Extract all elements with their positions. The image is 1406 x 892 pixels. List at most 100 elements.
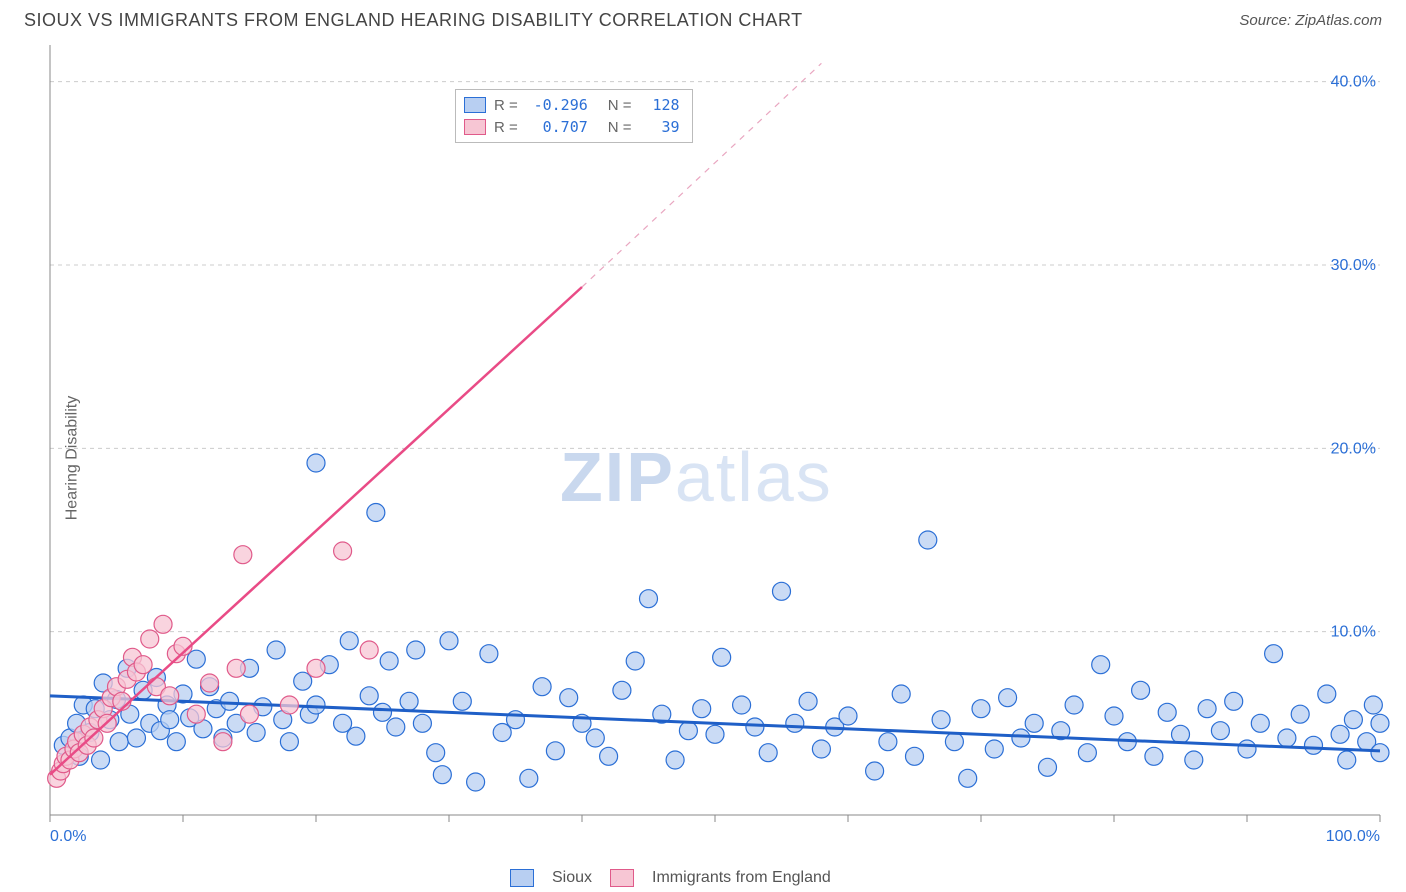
scatter-point bbox=[560, 689, 578, 707]
legend-r-value: 0.707 bbox=[526, 118, 588, 136]
scatter-point bbox=[1185, 751, 1203, 769]
y-axis-label: Hearing Disability bbox=[63, 396, 81, 521]
scatter-point bbox=[227, 659, 245, 677]
scatter-point bbox=[706, 725, 724, 743]
scatter-point bbox=[161, 687, 179, 705]
scatter-point bbox=[1092, 656, 1110, 674]
scatter-plot-svg: 10.0%20.0%30.0%40.0%0.0%100.0% bbox=[0, 37, 1406, 879]
scatter-point bbox=[773, 582, 791, 600]
scatter-point bbox=[1225, 692, 1243, 710]
scatter-point bbox=[387, 718, 405, 736]
scatter-point bbox=[367, 504, 385, 522]
scatter-point bbox=[1371, 714, 1389, 732]
scatter-point bbox=[267, 641, 285, 659]
scatter-point bbox=[201, 674, 219, 692]
svg-text:20.0%: 20.0% bbox=[1331, 440, 1376, 457]
scatter-point bbox=[945, 733, 963, 751]
scatter-point bbox=[1318, 685, 1336, 703]
scatter-point bbox=[1251, 714, 1269, 732]
legend-swatch bbox=[510, 869, 534, 887]
scatter-point bbox=[1025, 714, 1043, 732]
legend-swatch bbox=[464, 97, 486, 113]
scatter-point bbox=[1132, 681, 1150, 699]
scatter-point bbox=[360, 641, 378, 659]
scatter-point bbox=[666, 751, 684, 769]
scatter-point bbox=[307, 454, 325, 472]
scatter-point bbox=[626, 652, 644, 670]
legend-r-label: R = bbox=[494, 97, 518, 114]
scatter-point bbox=[693, 700, 711, 718]
scatter-point bbox=[713, 648, 731, 666]
scatter-point bbox=[1371, 744, 1389, 762]
scatter-point bbox=[280, 696, 298, 714]
scatter-point bbox=[110, 733, 128, 751]
source-link[interactable]: ZipAtlas.com bbox=[1295, 12, 1382, 29]
scatter-point bbox=[307, 659, 325, 677]
scatter-point bbox=[1105, 707, 1123, 725]
scatter-point bbox=[161, 711, 179, 729]
scatter-point bbox=[453, 692, 471, 710]
scatter-point bbox=[759, 744, 777, 762]
scatter-point bbox=[280, 733, 298, 751]
scatter-point bbox=[92, 751, 110, 769]
scatter-point bbox=[407, 641, 425, 659]
scatter-point bbox=[892, 685, 910, 703]
scatter-point bbox=[985, 740, 1003, 758]
svg-text:30.0%: 30.0% bbox=[1331, 257, 1376, 274]
scatter-point bbox=[613, 681, 631, 699]
scatter-point bbox=[187, 705, 205, 723]
scatter-point bbox=[1145, 747, 1163, 765]
legend-n-label: N = bbox=[608, 119, 632, 136]
scatter-point bbox=[879, 733, 897, 751]
scatter-point bbox=[380, 652, 398, 670]
chart-title: SIOUX VS IMMIGRANTS FROM ENGLAND HEARING… bbox=[24, 10, 803, 31]
scatter-point bbox=[127, 729, 145, 747]
svg-text:100.0%: 100.0% bbox=[1326, 828, 1380, 845]
scatter-point bbox=[427, 744, 445, 762]
scatter-point bbox=[347, 727, 365, 745]
scatter-point bbox=[1338, 751, 1356, 769]
scatter-point bbox=[1238, 740, 1256, 758]
scatter-point bbox=[932, 711, 950, 729]
series-legend: SiouxImmigrants from England bbox=[510, 869, 831, 887]
legend-r-label: R = bbox=[494, 119, 518, 136]
scatter-point bbox=[1211, 722, 1229, 740]
scatter-point bbox=[999, 689, 1017, 707]
legend-swatch bbox=[464, 119, 486, 135]
legend-n-value: 128 bbox=[640, 96, 680, 114]
scatter-point bbox=[733, 696, 751, 714]
source-prefix: Source: bbox=[1239, 12, 1295, 29]
scatter-point bbox=[959, 769, 977, 787]
scatter-point bbox=[1265, 645, 1283, 663]
legend-r-value: -0.296 bbox=[526, 96, 588, 114]
scatter-point bbox=[247, 724, 265, 742]
legend-swatch bbox=[610, 869, 634, 887]
legend-series-label: Sioux bbox=[552, 869, 592, 887]
scatter-point bbox=[1291, 705, 1309, 723]
scatter-point bbox=[1078, 744, 1096, 762]
scatter-point bbox=[440, 632, 458, 650]
scatter-point bbox=[214, 733, 232, 751]
correlation-legend-row: R =0.707N =39 bbox=[464, 116, 680, 138]
scatter-point bbox=[812, 740, 830, 758]
scatter-point bbox=[906, 747, 924, 765]
scatter-point bbox=[1331, 725, 1349, 743]
scatter-point bbox=[413, 714, 431, 732]
legend-n-label: N = bbox=[608, 97, 632, 114]
scatter-point bbox=[972, 700, 990, 718]
scatter-point bbox=[1039, 758, 1057, 776]
scatter-point bbox=[334, 542, 352, 560]
scatter-point bbox=[134, 656, 152, 674]
source-attribution: Source: ZipAtlas.com bbox=[1239, 12, 1382, 29]
scatter-point bbox=[241, 705, 259, 723]
scatter-point bbox=[1158, 703, 1176, 721]
scatter-point bbox=[866, 762, 884, 780]
scatter-point bbox=[586, 729, 604, 747]
scatter-point bbox=[679, 722, 697, 740]
scatter-point bbox=[360, 687, 378, 705]
scatter-point bbox=[1172, 725, 1190, 743]
scatter-point bbox=[340, 632, 358, 650]
scatter-point bbox=[221, 692, 239, 710]
scatter-point bbox=[839, 707, 857, 725]
scatter-point bbox=[1278, 729, 1296, 747]
